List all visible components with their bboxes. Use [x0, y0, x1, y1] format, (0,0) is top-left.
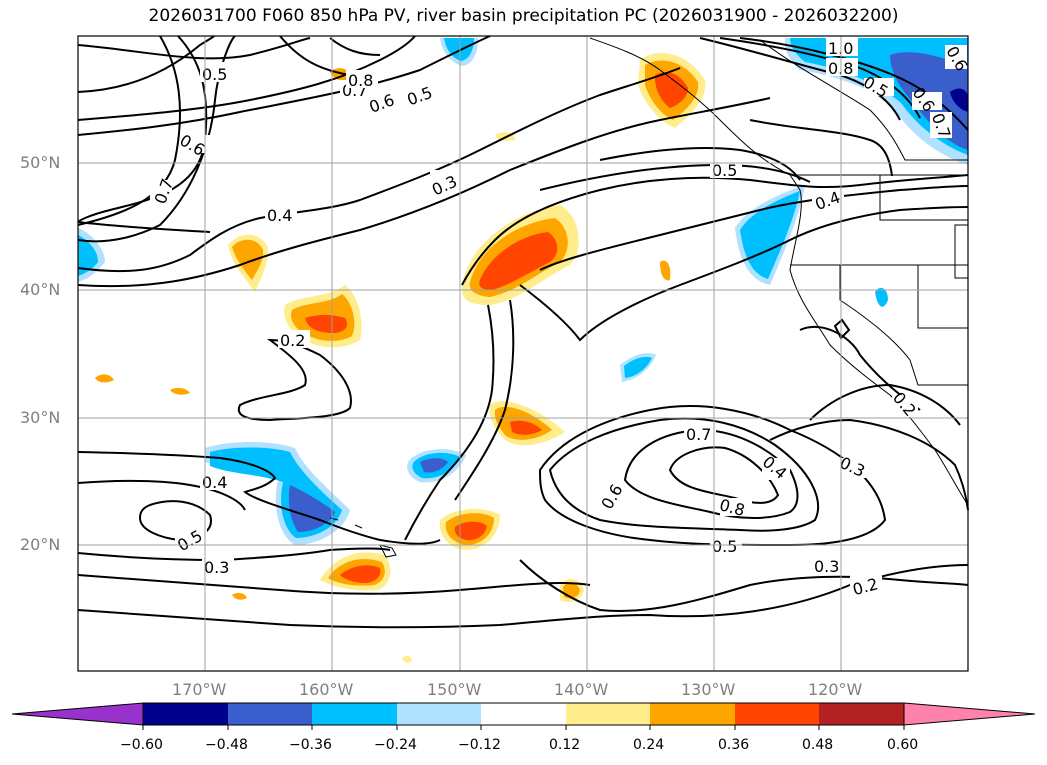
colorbar-segment [650, 703, 735, 725]
lon-label-160w: 160°W [299, 680, 354, 699]
contour-label: 0.5 [712, 537, 737, 556]
colorbar-tick-label: −0.36 [289, 737, 332, 753]
colorbar-tick-label: −0.48 [205, 737, 248, 753]
lat-label-30n: 30°N [20, 408, 61, 427]
map-frame [77, 35, 969, 672]
lat-label-40n: 40°N [20, 280, 61, 299]
colorbar-segment [228, 703, 312, 725]
lon-label-120w: 120°W [808, 680, 863, 699]
colorbar-tick-label: −0.60 [120, 737, 163, 753]
colorbar-tick-label: −0.12 [458, 737, 501, 753]
coastlines [329, 37, 969, 558]
colorbar-tick-label: 0.24 [633, 737, 665, 753]
contour-label: 0.4 [202, 473, 227, 492]
colorbar-tick-label: 0.60 [887, 737, 919, 753]
gridlines [78, 36, 968, 671]
colorbar [11, 702, 1036, 730]
contour-label: 0.4 [267, 206, 292, 225]
colorbar-segment [735, 703, 819, 725]
contour-label: 0.5 [202, 65, 227, 84]
contour-label: 0.8 [348, 71, 373, 90]
lon-label-130w: 130°W [681, 680, 736, 699]
colorbar-tick-label: 0.48 [802, 737, 834, 753]
colorbar-tick-label: −0.24 [374, 737, 417, 753]
colorbar-segment [819, 703, 904, 725]
contour-label: 0.3 [814, 557, 839, 576]
pv-contours [77, 35, 969, 629]
contour-labels: 0.5 0.6 0.7 0.8 1.0 0.6 0.5 0.8 0.6 0.7 … [150, 38, 972, 599]
colorbar-extend-left [11, 702, 144, 726]
colorbar-segment [566, 703, 650, 725]
lon-label-170w: 170°W [172, 680, 227, 699]
contour-label: 0.7 [686, 425, 711, 444]
map-title: 2026031700 F060 850 hPa PV, river basin … [148, 6, 899, 26]
lon-label-150w: 150°W [427, 680, 482, 699]
lat-label-20n: 20°N [20, 535, 61, 554]
colorbar-tick-label: 0.12 [549, 737, 581, 753]
colorbar-extend-right [903, 702, 1036, 726]
colorbar-segment [143, 703, 228, 725]
lon-label-140w: 140°W [554, 680, 609, 699]
contour-label: 0.3 [204, 558, 229, 577]
contour-label: 0.2 [280, 331, 305, 350]
colorbar-tick-label: 0.36 [718, 737, 750, 753]
contour-label: 0.5 [712, 161, 737, 180]
colorbar-segment [312, 703, 397, 725]
colorbar-segment [397, 703, 481, 725]
colorbar-segment [481, 703, 566, 725]
lat-label-50n: 50°N [20, 153, 61, 172]
